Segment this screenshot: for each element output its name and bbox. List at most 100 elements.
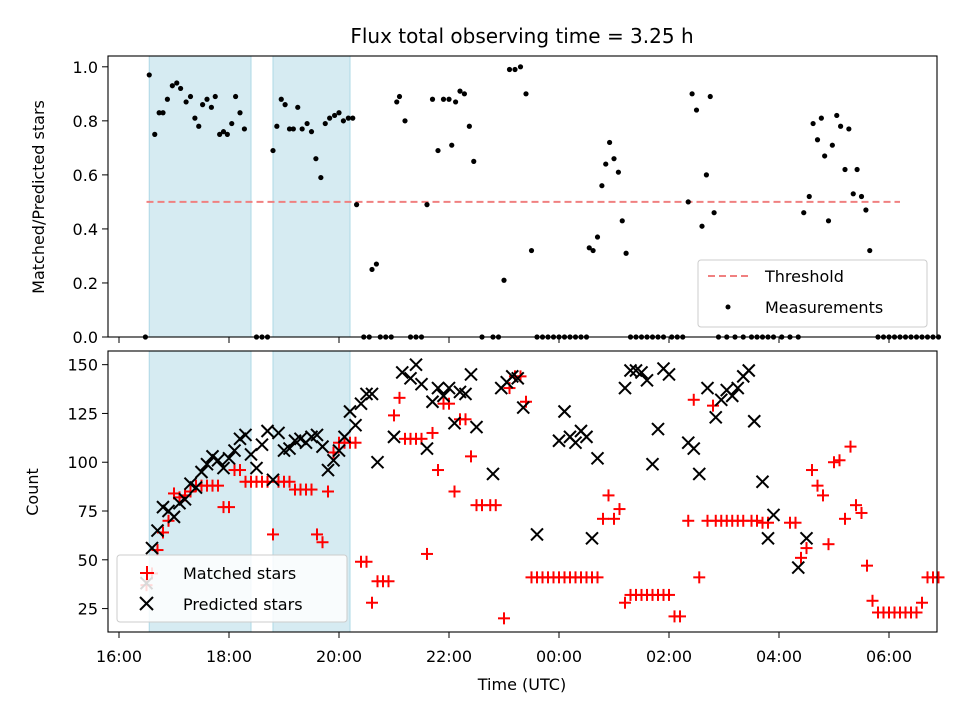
measurement-point <box>685 199 691 205</box>
measurement-point <box>313 156 319 162</box>
measurement-point <box>471 158 477 164</box>
measurement-point <box>838 123 844 129</box>
matched-star-marker <box>421 547 433 560</box>
measurement-point <box>707 93 713 100</box>
x-axis-label: Time (UTC) <box>477 675 566 694</box>
measurement-point <box>453 99 459 105</box>
predicted-star-marker <box>516 400 530 415</box>
bottom-x-ticks: 16:00 18:00 20:00 22:00 00:00 02:00 04:00 06:00 <box>96 632 912 666</box>
predicted-star-marker <box>271 426 286 440</box>
predicted-star-marker-b <box>178 492 192 507</box>
predicted-star-marker <box>425 395 440 409</box>
measurement-point <box>204 96 210 102</box>
measurement-point <box>517 64 524 70</box>
matched-star-marker <box>817 489 829 502</box>
predicted-star-marker <box>530 527 544 542</box>
x-tick-label: 22:00 <box>426 647 472 666</box>
predicted-star-marker <box>200 457 214 471</box>
measurement-point <box>224 131 230 137</box>
matched-star-marker <box>349 436 362 449</box>
measurement-point <box>846 126 852 132</box>
y-tick-label: 0.8 <box>73 112 98 131</box>
predicted-star-marker-b <box>222 451 236 466</box>
predicted-star-marker-b <box>687 441 701 456</box>
measurement-point <box>208 104 214 110</box>
measurement-point <box>623 250 629 256</box>
predicted-star-marker-b <box>464 367 478 382</box>
y-tick-label: 0.6 <box>73 166 98 185</box>
top-legend: Threshold Measurements <box>697 259 928 328</box>
predicted-star-marker <box>359 387 374 401</box>
predicted-star-marker <box>227 443 242 458</box>
matched-star-marker <box>811 479 824 492</box>
measurement-point <box>308 129 315 135</box>
predicted-star-marker-b <box>618 381 632 395</box>
x-tick-label: 04:00 <box>756 647 802 666</box>
x-tick-label: 06:00 <box>866 647 912 666</box>
predicted-star-marker-b <box>692 467 706 481</box>
measurement-point <box>523 91 529 97</box>
measurement-point <box>822 153 828 159</box>
bottom-legend-box <box>116 554 348 623</box>
predicted-star-marker-b <box>447 416 462 430</box>
matched-star-marker <box>448 485 461 498</box>
matched-star-marker <box>459 413 472 426</box>
matched-star-marker <box>316 536 329 549</box>
predicted-star-marker-b <box>200 457 214 471</box>
measurement-point <box>825 218 832 224</box>
measurement-point <box>282 102 288 108</box>
bottom-axes-frame <box>107 350 938 633</box>
measurement-point <box>187 93 194 100</box>
predicted-star-marker-b <box>590 451 605 466</box>
measurements-legend-label: Measurements <box>765 298 883 317</box>
matched-star-marker <box>687 393 700 406</box>
predicted-star-marker-b <box>634 365 649 380</box>
top-shaded-intervals <box>148 55 351 338</box>
measurement-point <box>278 96 284 102</box>
predicted-star-marker <box>662 367 676 382</box>
matched-star-marker <box>828 456 840 469</box>
measurement-point <box>693 107 700 113</box>
predicted-star-marker-b <box>791 560 805 575</box>
measurement-point <box>340 118 346 124</box>
measurements-legend-swatch <box>725 304 731 310</box>
predicted-star-marker-b <box>486 467 500 481</box>
predicted-star-marker <box>255 437 269 452</box>
predicted-star-marker-b <box>343 404 357 419</box>
predicted-star-marker-b <box>227 443 242 458</box>
predicted-star-marker <box>791 560 805 575</box>
matched-star-marker <box>751 514 763 527</box>
predicted-star-marker <box>244 447 258 462</box>
predicted-star-marker-b <box>238 428 253 442</box>
predicted-star-marker-b <box>359 387 374 401</box>
predicted-star-marker <box>742 363 756 378</box>
measurement-point <box>429 96 436 102</box>
measurement-point <box>603 161 609 167</box>
predicted-star-marker <box>436 389 451 403</box>
matched-star-marker <box>602 489 615 502</box>
predicted-star-marker <box>651 422 665 436</box>
predicted-star-marker-b <box>216 461 231 475</box>
measurement-point <box>327 115 333 121</box>
predicted-star-marker-b <box>337 430 352 444</box>
matched-star-marker <box>597 512 609 525</box>
predicted-star-marker <box>469 420 484 434</box>
measurement-point <box>699 223 705 229</box>
y-tick-label: 100 <box>67 453 98 472</box>
predicted-star-marker-b <box>731 381 745 395</box>
measurement-point <box>810 120 816 127</box>
y-tick-label: 1.0 <box>73 58 98 77</box>
predicted-star-marker <box>799 531 814 546</box>
predicted-star-marker <box>343 404 357 419</box>
matched-star-marker <box>162 514 175 527</box>
measurement-point <box>818 115 824 121</box>
predicted-star-marker-b <box>403 371 418 386</box>
predicted-star-marker <box>458 387 473 401</box>
predicted-star-marker-b <box>505 369 519 384</box>
predicted-star-marker <box>387 430 401 444</box>
matched-star-marker <box>498 612 510 625</box>
y-tick-label: 25 <box>78 600 98 619</box>
predicted-star-marker-b <box>156 500 170 514</box>
matched-star-marker <box>613 503 626 516</box>
measurement-point <box>217 131 223 137</box>
